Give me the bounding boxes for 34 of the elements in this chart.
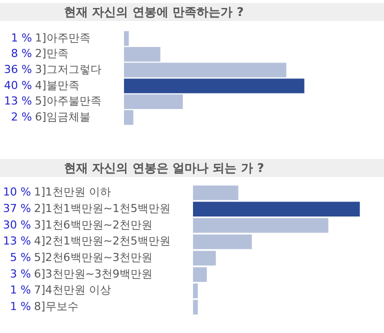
data-label: 3 % bbox=[10, 267, 31, 280]
y-tick-label: 4]불만족 bbox=[35, 78, 80, 92]
data-label: 13 % bbox=[4, 94, 32, 108]
data-label: 1 % bbox=[10, 300, 31, 314]
y-tick-label: 3]1천6백만원~2천만원 bbox=[34, 218, 153, 232]
bar bbox=[193, 202, 360, 216]
y-tick-label: 3]그저그렇다 bbox=[35, 62, 102, 76]
y-tick-label: 8]무보수 bbox=[34, 300, 78, 314]
y-tick-label: 2]만족 bbox=[35, 47, 68, 60]
bar bbox=[193, 185, 238, 200]
chart-title: 현재 자신의 연봉은 얼마나 되는 가 ? bbox=[0, 159, 384, 177]
y-tick-label: 4]2천1백만원~2천5백만원 bbox=[34, 234, 171, 248]
data-label: 8 % bbox=[11, 47, 32, 60]
y-tick-label: 6]3천만원~3천9백만원 bbox=[34, 267, 153, 280]
data-label: 2 % bbox=[11, 110, 32, 124]
chart-title: 현재 자신의 연봉에 만족하는가 ? bbox=[0, 3, 384, 21]
data-label: 1 % bbox=[10, 284, 31, 297]
bar bbox=[193, 300, 198, 315]
y-tick-label: 5]아주불만족 bbox=[35, 94, 102, 108]
data-label: 1 % bbox=[11, 31, 32, 44]
y-tick-label: 2]1천1백만원~1천5백만원 bbox=[34, 202, 171, 215]
y-tick-label: 1]1천만원 이하 bbox=[34, 186, 111, 199]
data-label: 13 % bbox=[3, 234, 31, 248]
bar bbox=[124, 78, 304, 94]
y-tick-label: 7]4천만원 이상 bbox=[34, 284, 111, 297]
y-tick-label: 6]임금체불 bbox=[35, 110, 90, 124]
y-tick-label: 1]아주만족 bbox=[35, 31, 90, 44]
data-label: 30 % bbox=[3, 218, 31, 232]
data-label: 37 % bbox=[3, 202, 31, 215]
data-label: 36 % bbox=[4, 62, 32, 76]
data-label: 40 % bbox=[4, 78, 32, 92]
data-label: 10 % bbox=[3, 186, 31, 199]
y-tick-label: 5]2천6백만원~3천만원 bbox=[34, 251, 153, 264]
data-label: 5 % bbox=[10, 251, 31, 264]
